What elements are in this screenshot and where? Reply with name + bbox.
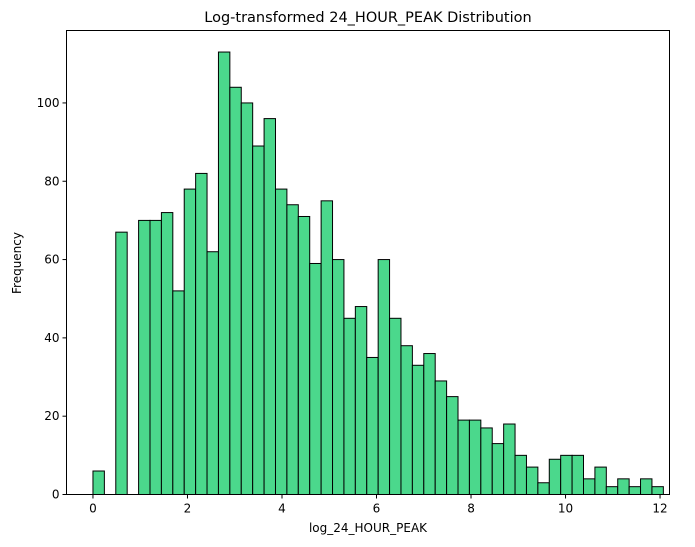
x-axis-ticks: 0 2 4 6 8 10 12: [89, 494, 668, 516]
histogram-bar: [274, 188, 288, 495]
x-tick-label: 8: [467, 502, 475, 516]
histogram-bar: [640, 478, 653, 496]
histogram-bar: [400, 345, 413, 495]
plot-frame: [66, 30, 670, 495]
x-tick-label: 6: [373, 502, 381, 516]
histogram-bar: [434, 380, 448, 496]
histogram-bar: [92, 470, 105, 495]
x-tick-label: 2: [184, 502, 192, 516]
y-tick-label: 80: [44, 174, 59, 188]
y-axis-label: Frequency: [10, 232, 24, 294]
histogram-bar: [389, 317, 402, 495]
histogram-bar: [377, 259, 391, 495]
histogram-bar: [605, 486, 619, 495]
histogram-bar: [240, 102, 254, 496]
histogram-bar: [480, 427, 493, 495]
histogram-bar: [252, 145, 265, 495]
histogram-bar: [229, 86, 242, 496]
y-tick-label: 40: [44, 331, 59, 345]
histogram-bar: [183, 188, 197, 495]
histogram-bar: [217, 51, 231, 496]
x-tick-label: 10: [558, 502, 573, 516]
histogram-bar: [503, 423, 516, 495]
x-tick-label: 0: [89, 502, 97, 516]
y-tick-label: 20: [44, 409, 59, 423]
histogram-bar: [571, 454, 585, 495]
chart-title: Log-transformed 24_HOUR_PEAK Distributio…: [204, 10, 531, 26]
bars-group: [92, 51, 664, 496]
histogram-bar: [651, 486, 664, 495]
histogram-bar: [354, 306, 368, 495]
histogram-bar: [560, 454, 573, 495]
histogram-bar: [537, 482, 550, 496]
histogram-bar: [297, 215, 311, 496]
histogram-bar: [446, 396, 459, 496]
histogram-bar: [206, 251, 219, 495]
histogram-bar: [583, 478, 596, 496]
histogram-bar: [423, 353, 436, 495]
histogram-bar: [332, 259, 345, 495]
histogram-bar: [491, 443, 505, 495]
histogram-bar: [263, 118, 276, 496]
histogram-bar: [286, 204, 299, 495]
histogram-bar: [525, 466, 539, 496]
x-axis-label: log_24_HOUR_PEAK: [309, 521, 428, 535]
y-tick-label: 60: [44, 253, 59, 267]
histogram-bar: [115, 231, 128, 495]
x-tick-label: 4: [278, 502, 286, 516]
y-axis-ticks: 0 20 40 60 80 100: [37, 96, 67, 502]
histogram-bar: [594, 466, 607, 496]
histogram-bar: [617, 478, 630, 496]
histogram-bar: [628, 486, 642, 495]
histogram-bar: [468, 419, 482, 495]
y-tick-label: 100: [37, 96, 60, 110]
histogram-bar: [548, 458, 562, 495]
histogram-bar: [160, 212, 174, 495]
histogram-bar: [514, 454, 527, 495]
histogram-bar: [457, 419, 470, 495]
histogram-bar: [172, 290, 185, 495]
histogram-bar: [138, 219, 151, 495]
histogram-bar: [343, 317, 356, 495]
y-tick-label: 0: [52, 488, 60, 502]
histogram-bar: [366, 356, 379, 495]
histogram-bar: [195, 172, 208, 495]
x-tick-label: 12: [652, 502, 667, 516]
histogram-bar: [309, 262, 322, 496]
histogram-bar: [149, 219, 162, 495]
histogram-bar: [411, 364, 425, 496]
histogram-bar: [320, 200, 334, 496]
